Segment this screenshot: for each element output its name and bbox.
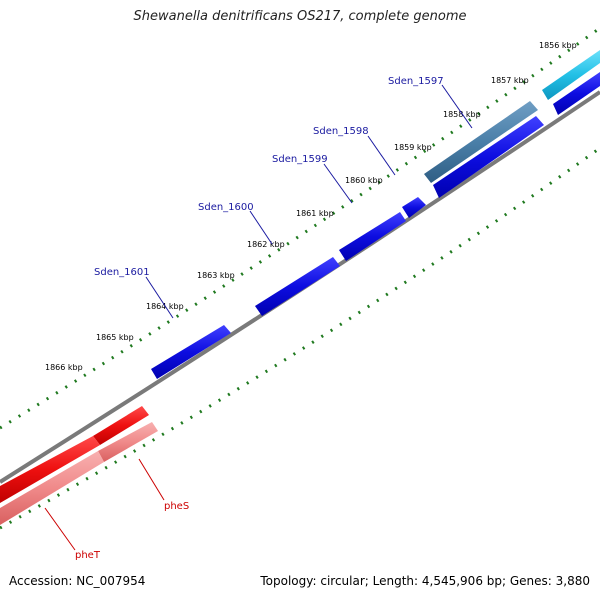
gene-arrow-sden-1598[interactable] (402, 197, 426, 218)
tick-label-1856: 1856 kbp (539, 41, 577, 50)
tick-label-1857: 1857 kbp (491, 76, 529, 85)
gene-arrow-sden-1599[interactable] (339, 212, 406, 261)
gene-label-pheT[interactable]: pheT (75, 550, 101, 561)
gene-label-sden-1598[interactable]: Sden_1598 (313, 126, 369, 137)
tick-label-1862: 1862 kbp (247, 240, 285, 249)
gene-arrow-next-forward[interactable] (553, 72, 600, 115)
gene-arrow-sden-1597[interactable] (433, 116, 544, 198)
leader-line-sden-1599 (323, 163, 353, 204)
leader-line-sden-1600 (249, 210, 273, 245)
gene-label-sden-1599[interactable]: Sden_1599 (272, 154, 328, 165)
topology-text: Topology: circular; Length: 4,545,906 bp… (260, 574, 590, 588)
tick-label-1865: 1865 kbp (96, 333, 134, 342)
accession-text: Accession: NC_007954 (9, 574, 146, 588)
feature-steel-sden-1597[interactable] (424, 101, 538, 183)
tick-label-1863: 1863 kbp (197, 271, 235, 280)
gene-arrow-sden-1601[interactable] (151, 325, 231, 379)
inner-tick-ring (0, 146, 600, 530)
tick-label-1860: 1860 kbp (345, 176, 383, 185)
tick-label-1861: 1861 kbp (296, 209, 334, 218)
gene-arrow-pheT[interactable] (0, 436, 100, 503)
gene-label-sden-1600[interactable]: Sden_1600 (198, 202, 254, 213)
gene-label-sden-1601[interactable]: Sden_1601 (94, 267, 150, 278)
outer-tick-ring (0, 26, 600, 430)
leader-line-sden-1598 (367, 135, 396, 176)
leader-line-sden-1597 (441, 84, 473, 129)
feature-cyan-next[interactable] (542, 50, 600, 100)
gene-arrow-pheS[interactable] (93, 406, 149, 445)
tick-label-1866: 1866 kbp (45, 363, 83, 372)
leader-line-sden-1601 (145, 276, 174, 319)
leader-line-pheS (138, 458, 165, 501)
tick-label-1858: 1858 kbp (443, 110, 481, 119)
tick-label-1859: 1859 kbp (394, 143, 432, 152)
gene-arrow-sden-1600[interactable] (255, 257, 340, 316)
feature-pink-pheS[interactable] (98, 422, 158, 462)
gene-label-pheS[interactable]: pheS (164, 501, 189, 512)
gene-label-sden-1597[interactable]: Sden_1597 (388, 76, 444, 87)
map-title: Shewanella denitrificans OS217, complete… (133, 9, 467, 24)
leader-line-pheT (44, 507, 76, 551)
feature-pink-pheT[interactable] (0, 451, 104, 525)
